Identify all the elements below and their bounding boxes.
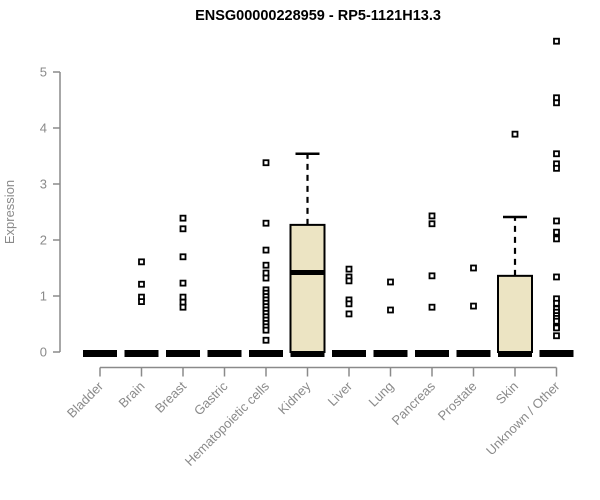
- outlier-point: [553, 332, 560, 340]
- outlier-point: [553, 324, 560, 332]
- outlier-point: [262, 159, 270, 167]
- y-tick-label: 5: [40, 65, 47, 80]
- outlier-point: [428, 212, 436, 220]
- category-label: Gastric: [191, 378, 231, 418]
- outlier-point: [553, 228, 560, 236]
- outlier-point: [553, 317, 560, 325]
- outlier-point: [262, 336, 270, 344]
- outlier-point: [345, 265, 353, 273]
- outlier-point: [262, 274, 270, 282]
- y-tick-label: 1: [40, 289, 47, 304]
- outlier-point: [553, 164, 560, 172]
- outlier-point: [553, 37, 560, 45]
- outlier-point: [511, 130, 519, 138]
- outlier-point: [428, 272, 436, 280]
- outlier-point: [553, 99, 560, 107]
- outlier-point: [387, 306, 394, 314]
- outlier-point: [345, 277, 353, 285]
- y-tick-label: 0: [40, 345, 47, 360]
- outlier-point: [138, 258, 145, 266]
- outlier-point: [179, 253, 187, 261]
- outlier-point: [179, 225, 187, 233]
- outlier-point: [262, 326, 270, 334]
- outlier-point: [387, 278, 394, 286]
- category-label: Lung: [366, 379, 397, 410]
- category-label: Bladder: [64, 378, 107, 421]
- outlier-point: [553, 273, 560, 281]
- outlier-point: [553, 150, 560, 158]
- y-tick-label: 4: [40, 121, 47, 136]
- outlier-point: [553, 299, 560, 307]
- category-label: Pancreas: [389, 378, 439, 428]
- y-tick-label: 3: [40, 177, 47, 192]
- outlier-point: [428, 220, 436, 228]
- y-axis-label: Expression: [2, 180, 17, 244]
- outlier-point: [470, 302, 477, 310]
- box: [289, 223, 326, 354]
- outlier-point: [262, 246, 270, 254]
- y-tick-label: 2: [40, 233, 47, 248]
- outlier-point: [138, 298, 145, 306]
- category-label: Unknown / Other: [483, 378, 563, 458]
- outlier-point: [345, 300, 353, 308]
- outlier-point: [262, 261, 270, 269]
- outlier-point: [179, 303, 187, 311]
- outlier-point: [470, 264, 477, 272]
- category-label: Skin: [493, 379, 521, 407]
- category-label: Prostate: [435, 379, 480, 424]
- box: [497, 274, 533, 353]
- outlier-point: [428, 303, 436, 311]
- outlier-point: [345, 310, 353, 318]
- outlier-point: [179, 214, 187, 222]
- outlier-point: [553, 235, 560, 243]
- category-label: Kidney: [275, 378, 314, 417]
- category-label: Liver: [325, 378, 356, 409]
- outlier-point: [262, 219, 270, 227]
- category-label: Breast: [152, 378, 189, 415]
- outlier-point: [179, 279, 187, 287]
- outlier-point: [553, 217, 560, 225]
- outlier-point: [138, 280, 145, 288]
- chart-title: ENSG00000228959 - RP5-1121H13.3: [195, 8, 441, 24]
- category-label: Brain: [116, 379, 148, 411]
